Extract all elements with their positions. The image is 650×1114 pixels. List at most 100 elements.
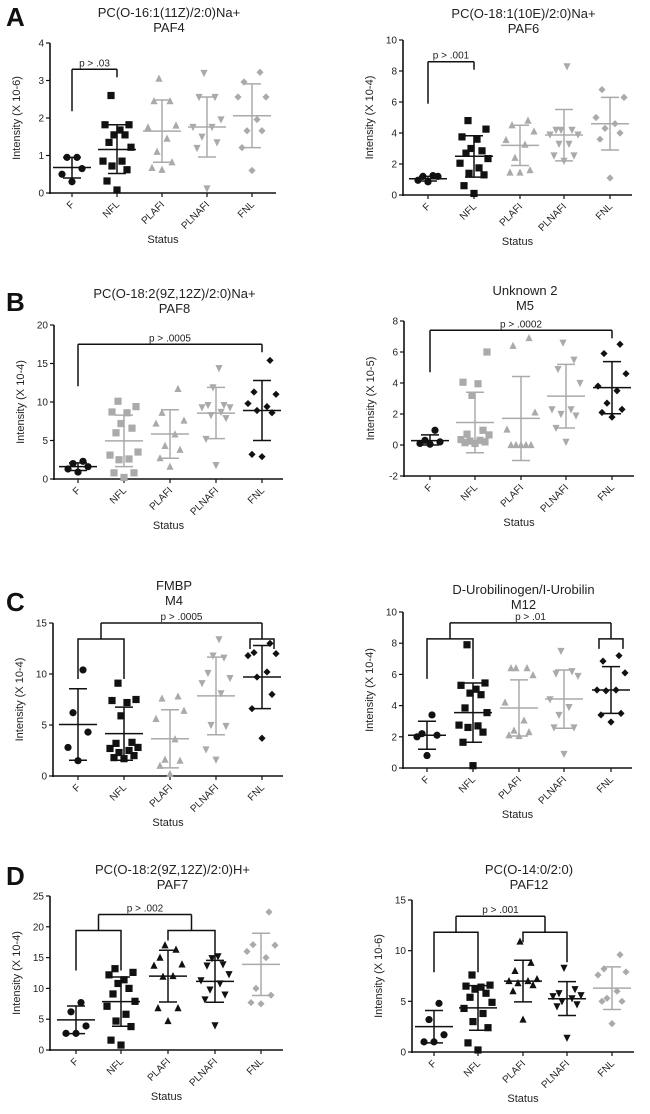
data-point: [570, 356, 578, 364]
y-tick-label: 2: [391, 160, 397, 171]
series-plafi: [501, 116, 539, 176]
data-point: [592, 113, 600, 122]
data-point: [479, 426, 487, 434]
data-point: [552, 126, 560, 134]
data-point: [414, 176, 422, 184]
data-point: [206, 986, 214, 994]
chart-title: PC(O-18:1(10E)/2:0)Na+: [451, 6, 595, 21]
data-point: [152, 714, 160, 722]
significance-bracket: p > .001: [427, 51, 475, 104]
p-value-label: p > .001: [433, 51, 470, 62]
data-point: [222, 722, 230, 731]
significance-bracket: p > .03: [71, 58, 118, 112]
data-point: [130, 469, 138, 477]
y-axis-label: Intensity (X 10-4): [11, 931, 23, 1015]
data-point: [202, 435, 210, 444]
data-point: [464, 723, 472, 732]
chart-subtitle: M12: [511, 597, 536, 612]
data-point: [79, 666, 87, 674]
data-point: [178, 960, 186, 968]
data-point: [618, 405, 626, 413]
data-point: [462, 149, 470, 157]
data-point: [458, 133, 466, 141]
series-plnafi: [197, 365, 235, 470]
data-point: [481, 679, 489, 687]
data-point: [479, 1009, 487, 1018]
data-point: [525, 728, 533, 736]
bracket-sub: [598, 638, 624, 649]
data-point: [106, 451, 114, 459]
x-tick-label: NFL: [108, 485, 129, 506]
data-point: [172, 945, 180, 953]
data-point: [421, 436, 429, 444]
data-point: [154, 1004, 162, 1012]
data-point: [433, 731, 441, 739]
series-plnafi: [548, 964, 586, 1042]
panel-letter-d: D: [6, 861, 25, 891]
y-tick-label: 10: [395, 946, 407, 957]
data-point: [169, 971, 177, 980]
y-axis-label: Intensity (X 10-6): [373, 934, 385, 1018]
chart-title: PC(O-18:2(9Z,12Z)/2:0)H+: [95, 862, 250, 877]
x-tick-label: PLNAFI: [539, 482, 572, 515]
data-point: [256, 68, 264, 76]
data-point: [115, 748, 123, 757]
data-point: [600, 349, 608, 358]
data-point: [174, 384, 182, 393]
data-point: [576, 379, 584, 388]
data-point: [105, 971, 113, 979]
series-plnafi: [547, 339, 585, 446]
data-point: [546, 696, 554, 704]
data-point: [115, 456, 123, 464]
x-tick-label: PLNAFI: [189, 485, 222, 518]
data-point: [469, 1018, 477, 1026]
data-point: [505, 731, 513, 739]
series-fnl: [593, 340, 631, 421]
data-point: [526, 166, 534, 174]
data-point: [511, 966, 519, 975]
data-point: [107, 91, 115, 100]
data-point: [134, 448, 142, 456]
data-point: [440, 1031, 448, 1039]
series-plnafi: [197, 636, 235, 764]
data-point: [471, 985, 479, 993]
data-point: [568, 668, 576, 676]
data-point: [257, 1000, 265, 1008]
y-tick-label: 15: [395, 896, 407, 907]
data-point: [524, 976, 532, 985]
data-point: [483, 709, 491, 717]
bracket-sub: [77, 638, 125, 679]
x-tick-label: PLAFI: [498, 201, 525, 228]
data-point: [253, 115, 261, 124]
y-tick-label: 15: [36, 619, 48, 630]
data-point: [555, 990, 563, 998]
data-point: [221, 991, 229, 999]
data-point: [69, 709, 77, 717]
data-point: [616, 129, 624, 137]
data-point: [219, 961, 227, 969]
data-point: [557, 126, 565, 134]
data-point: [197, 977, 205, 985]
y-tick-label: 0: [42, 475, 48, 486]
data-point: [531, 408, 539, 416]
data-point: [171, 430, 179, 438]
chart-subtitle: M5: [516, 298, 534, 313]
data-point: [594, 382, 602, 390]
data-point: [462, 982, 470, 990]
data-point: [594, 971, 602, 979]
chart-a-left: PC(O-16:1(11Z)/2:0)Na+PAF4 0 1 2 3 4 F NFL PLAFI…: [11, 5, 276, 246]
data-point: [201, 996, 209, 1004]
y-tick-label: 0: [392, 441, 398, 452]
x-tick-label: FNL: [596, 1058, 617, 1079]
data-point: [507, 664, 515, 672]
data-point: [204, 401, 212, 410]
data-point: [150, 961, 158, 969]
data-point: [217, 690, 225, 698]
data-point: [508, 121, 516, 129]
x-tick-label: F: [427, 1058, 439, 1070]
data-point: [460, 1004, 468, 1013]
y-tick-label: 0: [41, 772, 47, 783]
data-point: [120, 976, 128, 984]
